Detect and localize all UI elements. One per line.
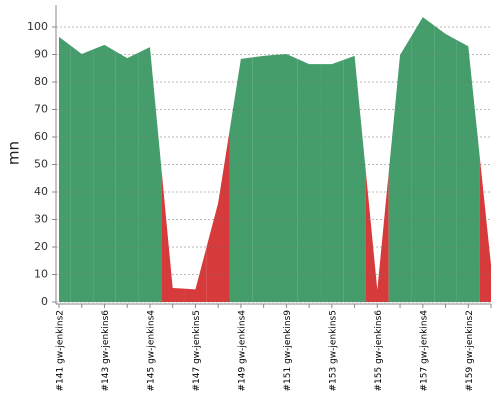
y-axis-label: mn: [5, 141, 23, 165]
build-area: [297, 59, 321, 302]
y-tick-label: 100: [27, 20, 48, 33]
build-area: [138, 47, 162, 303]
x-tick-label: #153 gw-jenkins5: [328, 310, 338, 391]
build-area: [275, 53, 298, 303]
build-area: [365, 172, 389, 302]
build-area: [115, 51, 139, 302]
y-tick-label: 80: [34, 75, 48, 88]
y-tick-label: 20: [34, 240, 48, 253]
y-tick-label: 30: [34, 213, 48, 226]
build-area: [434, 25, 457, 303]
build-area: [456, 40, 480, 302]
y-tick-label: 50: [34, 158, 48, 171]
build-area: [161, 167, 185, 302]
build-area: [184, 246, 207, 302]
build-area: [70, 45, 94, 303]
build-area: [206, 130, 230, 302]
y-tick-label: 0: [41, 295, 48, 308]
y-tick-label: 10: [34, 268, 48, 281]
x-tick-label: #149 gw-jenkins4: [237, 310, 247, 392]
x-tick-label: #157 gw-jenkins4: [419, 310, 429, 392]
build-area: [59, 36, 71, 303]
build-area: [93, 44, 116, 302]
build-area: [252, 54, 275, 302]
y-tick-label: 60: [34, 130, 48, 143]
x-tick-label: #159 gw-jenkins2: [465, 310, 475, 391]
x-tick-label: #151 gw-jenkins9: [283, 310, 293, 392]
y-tick-label: 40: [34, 185, 48, 198]
y-tick-label: 90: [34, 48, 48, 61]
build-area: [411, 17, 435, 302]
x-tick-label: #155 gw-jenkins6: [374, 310, 384, 392]
build-area: [479, 155, 491, 302]
build-area: [229, 57, 253, 303]
x-tick-label: #147 gw-jenkins5: [192, 310, 202, 391]
build-area: [343, 55, 366, 302]
build-area: [388, 36, 412, 302]
x-tick-label: #141 gw-jenkins2: [56, 310, 66, 391]
y-tick-label: 70: [34, 103, 48, 116]
x-tick-label: #143 gw-jenkins6: [101, 310, 111, 392]
x-tick-label: #145 gw-jenkins4: [146, 310, 156, 392]
build-area: [320, 60, 344, 302]
